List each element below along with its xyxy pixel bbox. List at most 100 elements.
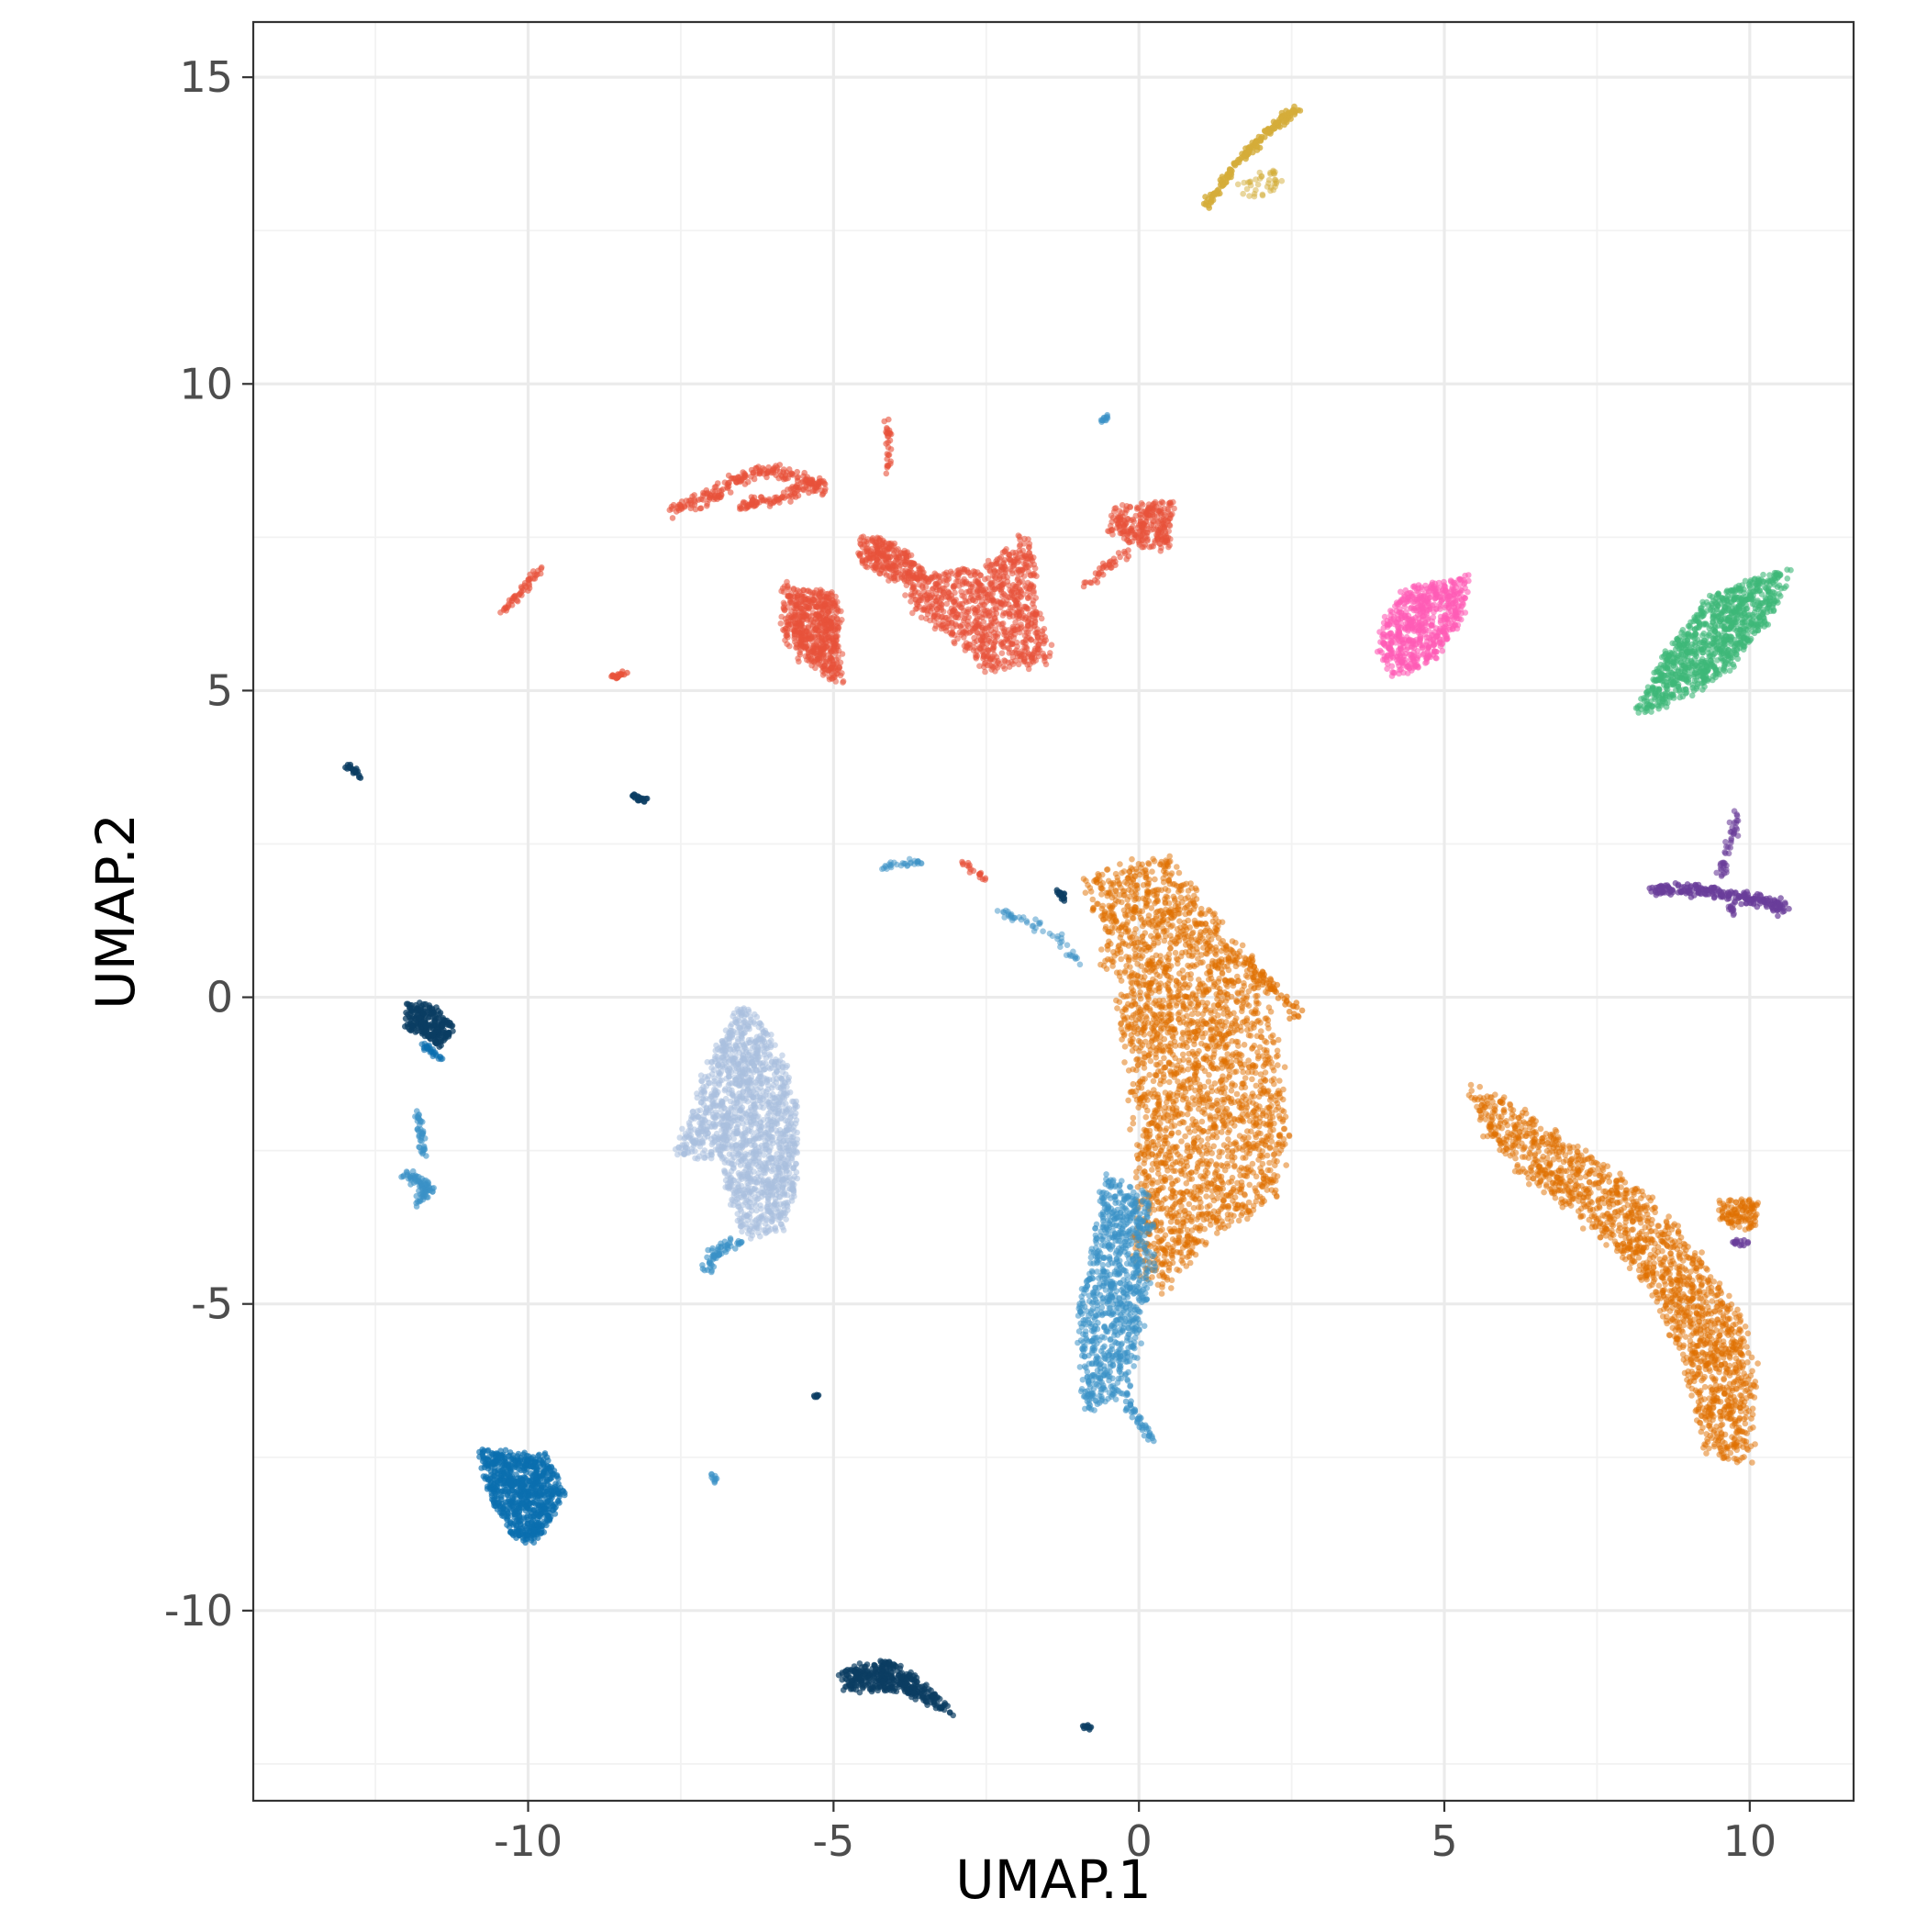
data-point <box>1702 1333 1709 1339</box>
data-point <box>1181 923 1187 930</box>
data-point <box>1590 1207 1597 1213</box>
data-point <box>1181 1086 1187 1092</box>
data-point <box>1249 1077 1255 1083</box>
data-point <box>1199 1119 1206 1125</box>
data-point <box>1233 1039 1240 1045</box>
data-point <box>1156 1100 1163 1106</box>
data-point <box>1248 962 1254 968</box>
data-point <box>1143 1114 1150 1121</box>
data-point <box>1160 1145 1166 1151</box>
data-point <box>1665 1244 1671 1250</box>
data-point <box>1224 1051 1231 1057</box>
data-point <box>1520 1166 1526 1172</box>
data-point <box>1204 1179 1210 1186</box>
data-point <box>1727 1316 1733 1323</box>
data-point <box>1153 1055 1160 1061</box>
data-point <box>1721 1361 1728 1368</box>
data-point <box>1176 910 1183 917</box>
data-point <box>1245 1057 1252 1064</box>
data-point <box>1231 983 1237 989</box>
data-point <box>1133 1175 1140 1181</box>
data-point <box>1697 1277 1703 1283</box>
data-point <box>1210 911 1217 918</box>
data-point <box>1098 946 1105 953</box>
data-point <box>1125 993 1131 1000</box>
data-point <box>1179 1035 1186 1042</box>
data-point <box>1664 1270 1670 1277</box>
data-point <box>1701 1396 1708 1402</box>
data-point <box>1627 1215 1633 1222</box>
data-point <box>1723 1309 1730 1315</box>
data-point <box>1232 1139 1239 1145</box>
data-point <box>1733 1365 1740 1371</box>
data-point <box>1160 1281 1166 1288</box>
data-point <box>1122 1044 1129 1050</box>
data-point <box>1243 1108 1250 1114</box>
data-point <box>1250 1161 1256 1167</box>
data-point <box>1244 993 1251 1000</box>
data-point <box>1185 1030 1191 1036</box>
data-point <box>1234 1180 1241 1187</box>
data-point <box>1136 946 1142 953</box>
data-point <box>1209 1105 1215 1111</box>
data-point <box>1233 1068 1240 1075</box>
data-point <box>1501 1140 1508 1146</box>
data-point <box>1153 1022 1159 1028</box>
data-point <box>1186 1125 1192 1132</box>
data-point <box>1132 904 1139 910</box>
data-point <box>1697 1390 1703 1396</box>
data-point <box>1190 1095 1197 1101</box>
data-point <box>1220 1186 1226 1192</box>
data-point <box>1131 971 1138 977</box>
data-point <box>1109 963 1116 969</box>
data-point <box>1729 1301 1735 1308</box>
data-point <box>1168 1285 1175 1291</box>
data-point <box>1204 1187 1210 1193</box>
data-point <box>1709 1289 1715 1295</box>
data-point <box>1170 1052 1176 1058</box>
data-point <box>1603 1242 1610 1248</box>
data-point <box>1127 1126 1133 1133</box>
data-point <box>1217 1005 1223 1011</box>
data-point <box>1195 985 1201 991</box>
data-point <box>1268 1102 1275 1109</box>
data-point <box>1210 1132 1217 1138</box>
data-point <box>1749 1459 1755 1466</box>
data-point <box>1638 1206 1644 1212</box>
data-point <box>1191 901 1197 908</box>
data-point <box>1144 993 1151 1000</box>
data-point <box>1273 1188 1279 1194</box>
data-point <box>1189 1018 1196 1024</box>
data-point <box>1563 1152 1569 1158</box>
data-point <box>1152 858 1158 865</box>
data-point <box>1511 1129 1518 1135</box>
data-point <box>1718 1416 1724 1423</box>
data-point <box>1229 1178 1235 1185</box>
data-point <box>1721 1390 1728 1396</box>
data-point <box>1565 1192 1572 1199</box>
data-point <box>1125 1021 1131 1027</box>
data-point <box>1157 1004 1164 1011</box>
data-point <box>1249 1009 1255 1015</box>
data-point <box>1598 1173 1604 1179</box>
data-point <box>1703 1361 1710 1368</box>
data-point <box>1140 923 1146 930</box>
data-point <box>1242 1166 1248 1172</box>
data-point <box>1223 998 1230 1004</box>
data-point <box>1740 1437 1746 1444</box>
data-point <box>1211 1051 1218 1057</box>
data-point <box>1205 1135 1211 1142</box>
data-point <box>1222 1045 1229 1052</box>
data-point <box>1220 971 1226 977</box>
data-point <box>1537 1164 1543 1170</box>
data-point <box>1714 1431 1721 1437</box>
data-point <box>1189 1116 1196 1122</box>
data-point <box>1566 1145 1573 1152</box>
data-point <box>1234 1091 1241 1098</box>
data-point <box>1244 1216 1251 1223</box>
data-point <box>1112 925 1119 932</box>
data-point <box>1173 950 1179 956</box>
data-point <box>1676 1263 1683 1269</box>
data-point <box>1240 943 1246 949</box>
data-point <box>1157 1228 1164 1234</box>
